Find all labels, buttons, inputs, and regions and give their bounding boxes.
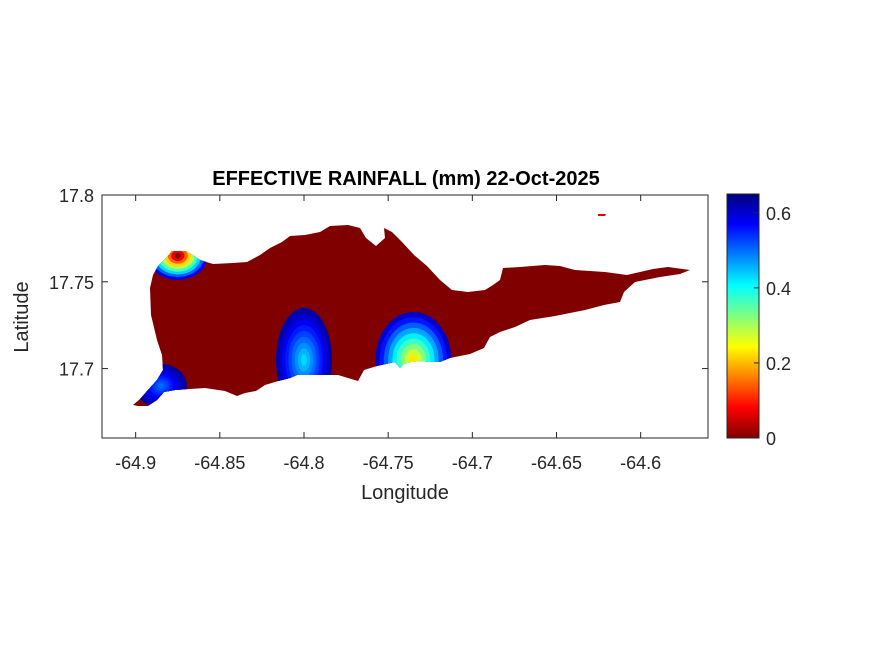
x-tick-label: -64.9 (115, 453, 156, 473)
rainfall-hotspot-ring (174, 253, 182, 259)
chart-title: EFFECTIVE RAINFALL (mm) 22-Oct-2025 (212, 168, 599, 190)
colorbar-tick-label: 0 (766, 429, 776, 449)
rainfall-hotspot-ring (300, 354, 308, 366)
y-tick-label: 17.75 (49, 273, 94, 293)
colorbar-tick-label: 0.4 (766, 279, 791, 299)
colorbar: 0 0.2 0.4 0.6 (726, 193, 791, 449)
x-tick-label: -64.6 (620, 453, 661, 473)
x-tick-label: -64.75 (363, 453, 414, 473)
x-tick-label: -64.85 (194, 453, 245, 473)
islet (598, 214, 606, 216)
x-tick-label: -64.65 (531, 453, 582, 473)
y-tick-label: 17.7 (59, 360, 94, 380)
y-tick-label: 17.8 (59, 186, 94, 206)
y-axis-label: Latitude (11, 281, 33, 352)
colorbar-tick-label: 0.2 (766, 354, 791, 374)
colorbar-tick-label: 0.6 (766, 204, 791, 224)
x-axis-label: Longitude (361, 482, 449, 504)
x-tick-label: -64.8 (283, 453, 324, 473)
rainfall-hotspot-ring (158, 383, 164, 389)
axes-box (101, 194, 709, 439)
rainfall-map (133, 225, 690, 406)
rainfall-hotspot-ring (409, 354, 418, 366)
x-tick-label: -64.7 (452, 453, 493, 473)
colorbar-gradient (726, 193, 760, 439)
plot-area: -64.9 -64.85 -64.8 -64.75 -64.7 -64.65 -64.6 1… (49, 186, 709, 473)
